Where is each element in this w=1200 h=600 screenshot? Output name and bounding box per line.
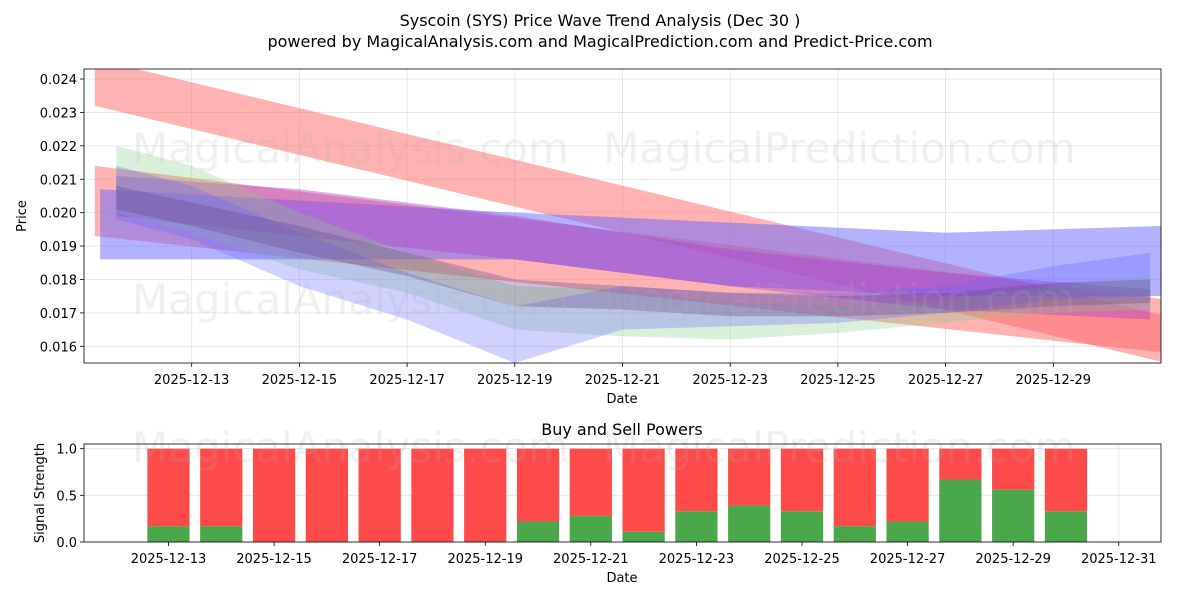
price-y-tick-label: 0.021 <box>40 173 77 188</box>
buy-bar <box>200 526 243 542</box>
watermark-analysis-3: MagicalAnalysis.com <box>132 423 569 472</box>
band-dark-core <box>116 185 1151 317</box>
buy-bar <box>516 521 560 542</box>
price-x-tick-label: 2025-12-17 <box>369 373 445 388</box>
price-y-tick-label: 0.019 <box>40 240 77 255</box>
price-wave-bands <box>94 69 1161 363</box>
price-y-tick-label: 0.017 <box>40 307 77 322</box>
buy-bar <box>675 511 718 542</box>
signal-y-label: Signal Strength <box>33 443 48 543</box>
sell-bar <box>886 448 929 522</box>
buy-bar <box>939 479 982 542</box>
watermark-analysis-2: MagicalAnalysis.com <box>132 275 569 324</box>
chart-title: Syscoin (SYS) Price Wave Trend Analysis … <box>400 11 801 30</box>
band-purple-trend <box>116 175 1151 320</box>
sell-bar <box>305 448 348 542</box>
price-watermarks: MagicalAnalysis.com MagicalPrediction.co… <box>132 124 1076 324</box>
buy-bar <box>886 521 929 542</box>
sell-bar <box>569 448 612 516</box>
sell-bar <box>939 448 982 480</box>
buy-bar <box>1044 511 1088 542</box>
sell-bar <box>147 448 190 527</box>
sell-bar <box>411 448 454 542</box>
price-panel: MagicalAnalysis.com MagicalPrediction.co… <box>15 68 1162 407</box>
price-y-tick-label: 0.022 <box>40 140 77 155</box>
price-x-tick-label: 2025-12-23 <box>692 373 768 388</box>
signal-x-tick-label: 2025-12-21 <box>553 552 629 567</box>
signal-x-ticks: 2025-12-13 2025-12-15 2025-12-17 2025-12-19… <box>131 542 1157 567</box>
buy-bar <box>780 511 824 542</box>
signal-x-tick-label: 2025-12-23 <box>659 552 735 567</box>
signal-x-tick-label: 2025-12-29 <box>975 552 1051 567</box>
sell-bar <box>622 448 665 532</box>
signal-x-tick-label: 2025-12-15 <box>236 552 312 567</box>
watermark-prediction-2: MagicalPrediction.com <box>603 275 1076 324</box>
price-y-ticks: 0.016 0.017 0.018 0.019 0.020 0.021 0.022 0.023… <box>40 73 84 355</box>
signal-x-label: Date <box>606 571 637 586</box>
band-blue-wave <box>116 165 1151 363</box>
signal-y-tick-label: 1.0 <box>56 443 77 458</box>
price-x-tick-label: 2025-12-25 <box>800 373 876 388</box>
chart-subtitle: powered by MagicalAnalysis.com and Magic… <box>267 32 932 51</box>
price-y-tick-label: 0.023 <box>40 106 77 121</box>
price-x-tick-label: 2025-12-15 <box>262 373 338 388</box>
watermark-analysis: MagicalAnalysis.com <box>132 124 569 173</box>
sell-bar <box>1044 448 1088 512</box>
signal-y-tick-label: 0.5 <box>56 489 77 504</box>
signal-bars <box>147 448 1088 542</box>
signal-watermarks: MagicalAnalysis.com MagicalPrediction.co… <box>132 423 1076 472</box>
buy-bar <box>622 531 665 542</box>
price-x-tick-label: 2025-12-19 <box>477 373 553 388</box>
buy-bar <box>833 526 876 542</box>
price-x-ticks: 2025-12-13 2025-12-15 2025-12-17 2025-12-19… <box>154 363 1091 388</box>
price-y-tick-label: 0.020 <box>40 207 77 222</box>
signal-x-tick-label: 2025-12-25 <box>764 552 840 567</box>
buy-bar <box>992 489 1035 542</box>
sell-bar <box>728 448 771 506</box>
price-x-tick-label: 2025-12-29 <box>1016 373 1092 388</box>
buy-bar <box>569 515 612 542</box>
sell-bar <box>992 448 1035 490</box>
sell-bar <box>675 448 718 512</box>
price-y-tick-label: 0.018 <box>40 273 77 288</box>
price-y-tick-label: 0.024 <box>40 73 77 88</box>
price-x-label: Date <box>606 392 637 407</box>
signal-y-tick-label: 0.0 <box>56 536 77 551</box>
signal-y-ticks: 0.0 0.5 1.0 <box>56 443 84 551</box>
sell-bar <box>833 448 876 527</box>
watermark-prediction: MagicalPrediction.com <box>603 124 1076 173</box>
band-blue-trend <box>100 189 1161 297</box>
sell-bar <box>252 448 296 542</box>
sell-bar <box>780 448 824 512</box>
signal-axes-frame <box>83 443 1162 543</box>
signal-x-tick-label: 2025-12-17 <box>342 552 418 567</box>
sell-bar <box>358 448 401 542</box>
sell-bar <box>200 448 243 527</box>
sell-bar <box>464 448 507 542</box>
price-x-tick-label: 2025-12-13 <box>154 373 230 388</box>
signal-x-tick-label: 2025-12-19 <box>447 552 523 567</box>
buy-bar <box>728 505 771 542</box>
signal-title: Buy and Sell Powers <box>541 420 703 439</box>
price-x-tick-label: 2025-12-27 <box>908 373 984 388</box>
signal-panel: Buy and Sell Powers MagicalAnalysis.com … <box>33 420 1162 586</box>
price-y-tick-label: 0.016 <box>40 340 77 355</box>
signal-x-tick-label: 2025-12-31 <box>1081 552 1157 567</box>
price-y-label: Price <box>15 200 30 232</box>
signal-x-tick-label: 2025-12-27 <box>870 552 946 567</box>
sell-bar <box>516 448 560 522</box>
band-green-wave <box>116 145 1151 340</box>
price-x-tick-label: 2025-12-21 <box>585 373 661 388</box>
watermark-prediction-3: MagicalPrediction.com <box>603 423 1076 472</box>
signal-x-tick-label: 2025-12-13 <box>131 552 207 567</box>
buy-bar <box>147 526 190 542</box>
